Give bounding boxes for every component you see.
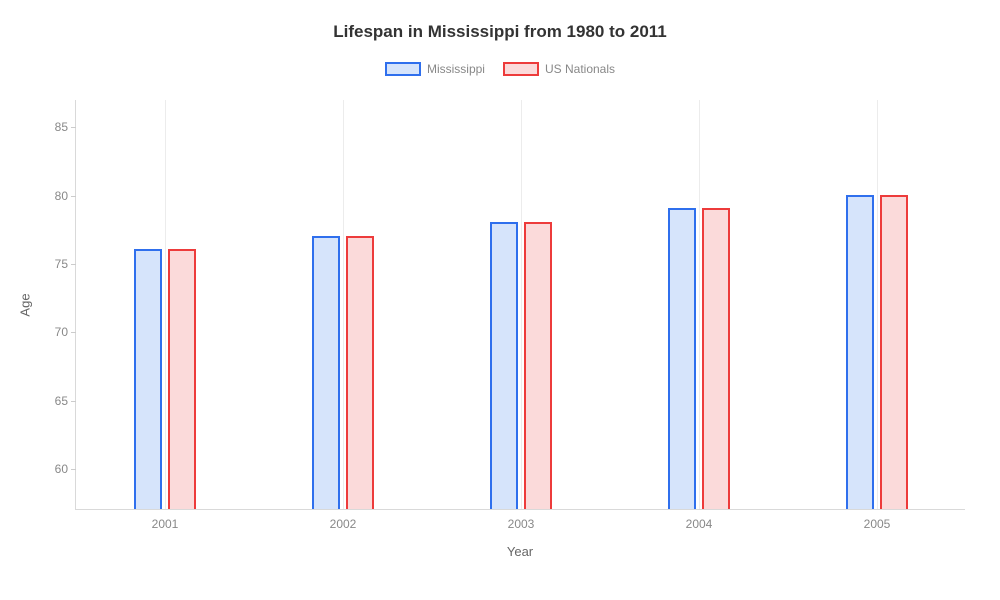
gridline-vertical	[521, 100, 522, 509]
legend-swatch	[385, 62, 421, 76]
bar	[312, 236, 340, 509]
bar	[134, 249, 162, 509]
x-tick-label: 2001	[152, 509, 179, 531]
legend: Mississippi US Nationals	[0, 62, 1000, 76]
gridline-vertical	[165, 100, 166, 509]
legend-swatch	[503, 62, 539, 76]
y-tick-mark	[71, 469, 76, 470]
legend-item: Mississippi	[385, 62, 485, 76]
x-axis-label: Year	[507, 544, 533, 559]
bar	[702, 208, 730, 509]
x-tick-label: 2003	[508, 509, 535, 531]
bar	[168, 249, 196, 509]
bar	[880, 195, 908, 509]
legend-label: Mississippi	[427, 62, 485, 76]
y-tick-mark	[71, 264, 76, 265]
legend-item: US Nationals	[503, 62, 615, 76]
legend-label: US Nationals	[545, 62, 615, 76]
gridline-vertical	[343, 100, 344, 509]
gridline-vertical	[699, 100, 700, 509]
y-tick-mark	[71, 127, 76, 128]
bar	[524, 222, 552, 509]
bar	[490, 222, 518, 509]
x-tick-label: 2005	[864, 509, 891, 531]
bar	[668, 208, 696, 509]
y-axis-label: Age	[18, 293, 33, 316]
bar	[346, 236, 374, 509]
chart-title: Lifespan in Mississippi from 1980 to 201…	[0, 22, 1000, 42]
y-tick-mark	[71, 332, 76, 333]
x-tick-label: 2004	[686, 509, 713, 531]
x-tick-label: 2002	[330, 509, 357, 531]
gridline-vertical	[877, 100, 878, 509]
y-tick-mark	[71, 196, 76, 197]
bar	[846, 195, 874, 509]
y-tick-mark	[71, 401, 76, 402]
plot-area: 60657075808520012002200320042005	[75, 100, 965, 510]
